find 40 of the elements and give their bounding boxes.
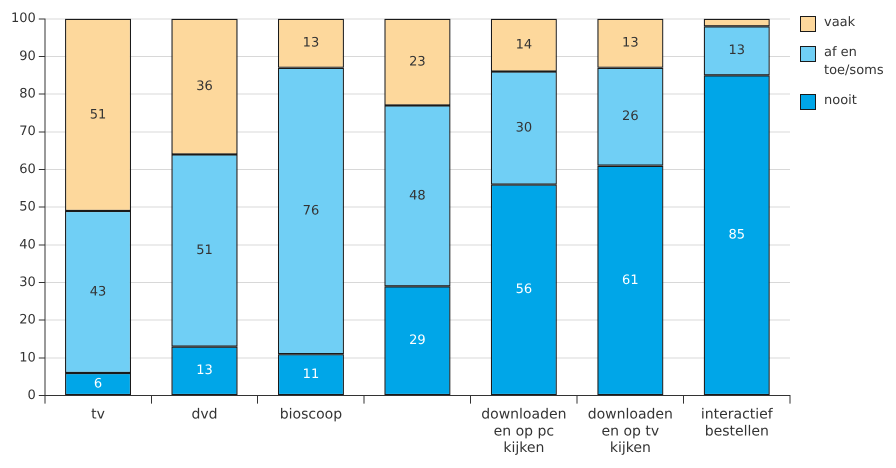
legend-label: nooit — [824, 92, 857, 110]
data-label: 11 — [302, 367, 320, 382]
data-label: 36 — [196, 79, 213, 94]
y-tick-label: 10 — [19, 350, 36, 366]
x-tick-label: downloaden en op tv kijken — [588, 406, 673, 456]
data-label: 51 — [90, 107, 106, 122]
data-label: 13 — [302, 36, 320, 51]
y-tick-label: 100 — [10, 11, 36, 26]
data-label: 76 — [302, 203, 320, 218]
data-label: 14 — [516, 38, 532, 53]
y-tick-label: 20 — [19, 312, 36, 328]
x-tick-label: bioscoop — [280, 406, 342, 423]
data-label: 51 — [196, 242, 213, 258]
y-tick-label: 50 — [19, 200, 36, 215]
y-tick-label: 40 — [19, 237, 36, 252]
x-tick-label: downloaden en op pc kijken — [481, 406, 566, 456]
x-tick-label: interactief bestellen — [700, 406, 774, 440]
data-label: 26 — [622, 109, 639, 124]
legend-label: vaak — [824, 14, 856, 32]
x-tick-label: tv — [91, 406, 105, 423]
data-label: 30 — [516, 120, 532, 136]
x-tick-label: dvd — [191, 406, 218, 423]
y-tick-label: 70 — [19, 124, 36, 140]
data-label: 61 — [622, 272, 639, 288]
data-label: 29 — [409, 333, 426, 348]
y-tick-label: 60 — [19, 162, 36, 177]
y-tick-label: 80 — [19, 86, 36, 102]
data-label: 43 — [90, 284, 106, 300]
data-label: 13 — [728, 43, 746, 58]
data-label: 56 — [516, 282, 532, 298]
data-label: 6 — [94, 376, 102, 392]
data-label: 85 — [728, 228, 746, 243]
data-label: 13 — [196, 363, 213, 378]
data-label: 48 — [409, 188, 426, 204]
legend-label: af en toe/soms — [824, 44, 884, 80]
y-tick-label: 30 — [19, 274, 36, 290]
data-label: 23 — [409, 54, 426, 70]
data-label: 13 — [622, 36, 639, 51]
y-tick-label: 0 — [28, 388, 36, 403]
y-tick-label: 90 — [19, 48, 36, 64]
